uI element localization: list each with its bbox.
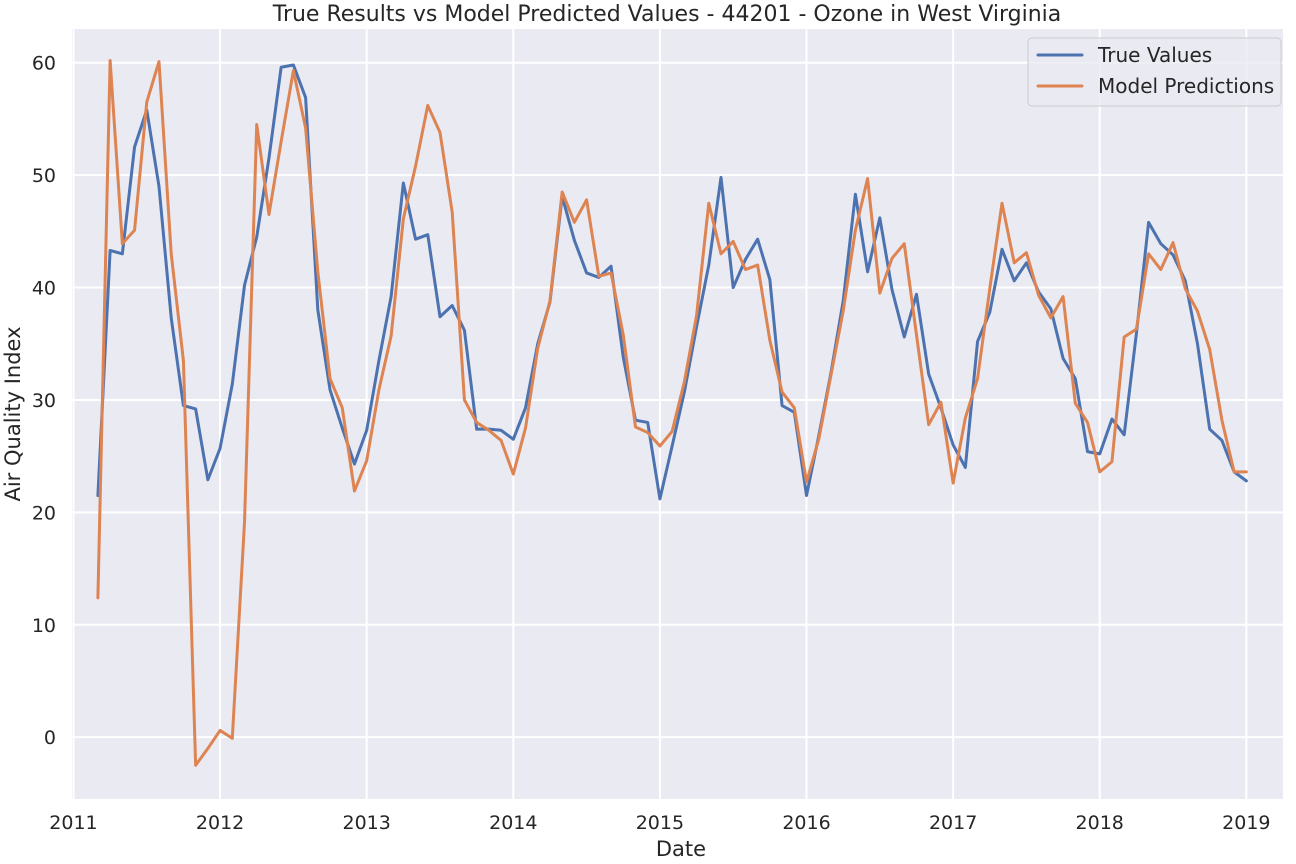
series-line-true-values <box>96 63 1248 501</box>
legend-label-true-values: True Values <box>1097 43 1212 67</box>
legend: True Values Model Predictions <box>1027 37 1282 107</box>
y-tick-label: 40 <box>32 278 56 300</box>
chart-title: True Results vs Model Predicted Values -… <box>272 2 1062 27</box>
x-tick-label: 2019 <box>1222 812 1270 834</box>
x-tick-label: 2017 <box>929 812 977 834</box>
y-tick-label: 10 <box>32 615 56 637</box>
x-tick-label: 2014 <box>489 812 537 834</box>
x-tick-label: 2018 <box>1076 812 1124 834</box>
legend-box <box>1027 37 1282 107</box>
x-tick-label: 2015 <box>636 812 684 834</box>
y-tick-label: 50 <box>32 165 56 187</box>
y-tick-label: 0 <box>44 727 56 749</box>
x-tick-label: 2012 <box>196 812 244 834</box>
y-axis: 0 10 20 30 40 50 60 <box>32 53 56 749</box>
y-tick-label: 60 <box>32 53 56 75</box>
y-tick-label: 30 <box>32 390 56 412</box>
y-axis-title: Air Quality Index <box>1 326 25 501</box>
x-tick-label: 2013 <box>343 812 391 834</box>
x-axis-title: Date <box>656 837 706 861</box>
x-tick-label: 2016 <box>782 812 830 834</box>
series-lines <box>96 58 1248 767</box>
legend-label-model-predictions: Model Predictions <box>1098 74 1274 98</box>
series-line-model-predictions <box>96 58 1248 767</box>
x-tick-label: 2011 <box>49 812 97 834</box>
y-tick-label: 20 <box>32 502 56 524</box>
x-axis: 2011 2012 2013 2014 2015 2016 2017 2018 2019 <box>49 812 1270 834</box>
